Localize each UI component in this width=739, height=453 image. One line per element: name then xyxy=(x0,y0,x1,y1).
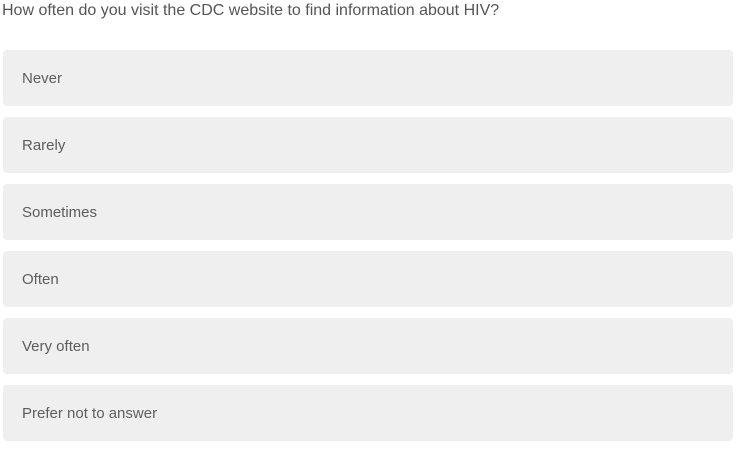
question-text: How often do you visit the CDC website t… xyxy=(2,2,500,19)
option-label: Rarely xyxy=(22,136,66,154)
option-label: Often xyxy=(22,270,59,288)
option-label: Sometimes xyxy=(22,203,98,221)
option-button-prefer-not-to-answer[interactable]: Prefer not to answer xyxy=(3,385,733,441)
option-button-often[interactable]: Often xyxy=(3,251,733,307)
option-label: Very often xyxy=(22,337,90,355)
option-label: Never xyxy=(22,69,63,87)
option-button-very-often[interactable]: Very often xyxy=(3,318,733,374)
option-label: Prefer not to answer xyxy=(22,404,158,422)
option-button-never[interactable]: Never xyxy=(3,50,733,106)
option-button-rarely[interactable]: Rarely xyxy=(3,117,733,173)
option-button-sometimes[interactable]: Sometimes xyxy=(3,184,733,240)
answer-options-list: Never Rarely Sometimes Often Very often … xyxy=(3,50,733,441)
